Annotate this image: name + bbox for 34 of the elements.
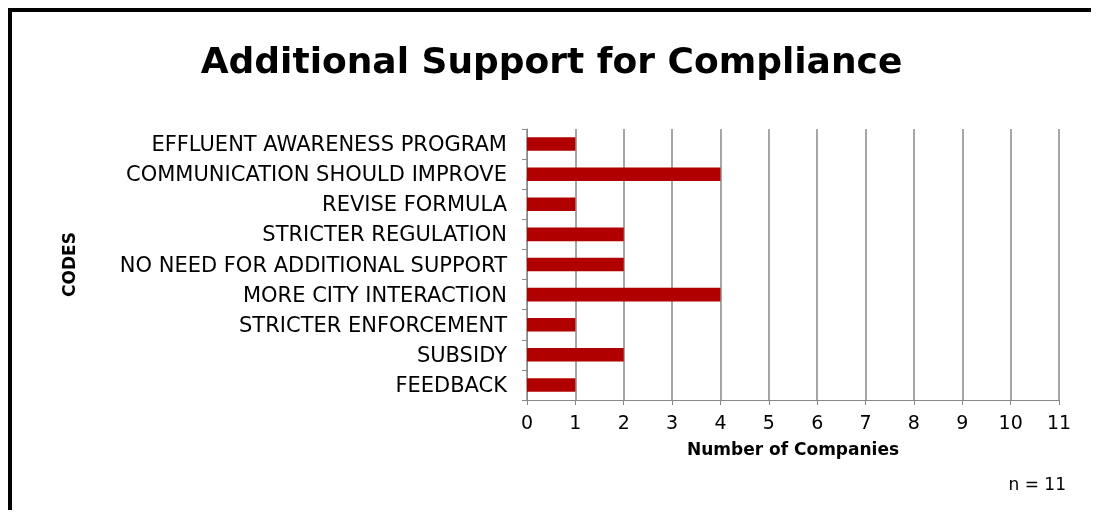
- bar: [527, 378, 576, 392]
- x-tick-label: 9: [956, 410, 969, 433]
- chart-title: Additional Support for Compliance: [200, 39, 903, 81]
- x-tick-label: 10: [998, 410, 1023, 433]
- y-tick-label: REVISE FORMULA: [322, 192, 508, 217]
- x-axis-title: Number of Companies: [686, 438, 900, 459]
- y-tick-label: STRICTER REGULATION: [262, 222, 507, 247]
- bar: [527, 197, 576, 212]
- bar: [527, 227, 624, 242]
- x-tick-label: 5: [762, 410, 775, 433]
- x-tick-label: 11: [1046, 410, 1072, 433]
- bar: [527, 167, 721, 181]
- bar: [527, 257, 624, 272]
- x-tick-label: 6: [811, 410, 824, 433]
- y-tick-label: SUBSIDY: [416, 342, 508, 367]
- bar: [527, 317, 576, 332]
- y-tick-label: FEEDBACK: [395, 372, 509, 397]
- x-tick-label: 3: [666, 410, 679, 433]
- x-tick-label: 8: [907, 410, 920, 433]
- x-tick-label: 0: [520, 410, 534, 433]
- x-tick-label: 7: [859, 410, 872, 433]
- bar: [527, 137, 576, 151]
- y-tick-label: COMMUNICATION SHOULD IMPROVE: [126, 162, 507, 187]
- text: n = 11: [1008, 473, 1067, 494]
- y-tick-label: MORE CITY INTERACTION: [242, 282, 507, 307]
- bar: [527, 287, 721, 302]
- y-tick-label: NO NEED FOR ADDITIONAL SUPPORT: [119, 252, 508, 277]
- x-tick-label: 4: [714, 410, 727, 433]
- x-tick-label: 1: [569, 410, 582, 433]
- bar: [527, 348, 624, 362]
- y-tick-label: STRICTER ENFORCEMENT: [239, 312, 508, 337]
- x-tick-label: 2: [617, 410, 630, 433]
- y-tick-label: EFFLUENT AWARENESS PROGRAM: [151, 132, 507, 157]
- y-axis-title: CODES: [58, 232, 79, 297]
